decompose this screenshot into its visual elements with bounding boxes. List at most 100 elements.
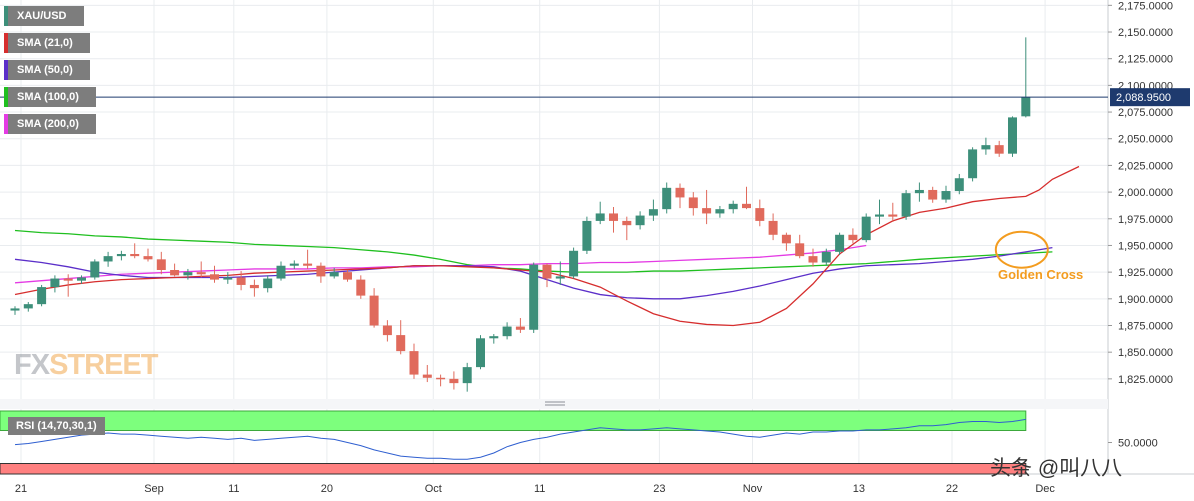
candle xyxy=(781,232,791,251)
candle xyxy=(595,201,605,225)
candle xyxy=(728,200,738,214)
y-tick-label: 1,975.0000 xyxy=(1118,214,1173,226)
y-tick-label: 1,875.0000 xyxy=(1118,320,1173,332)
candle xyxy=(688,192,698,216)
candle-body xyxy=(968,149,978,179)
fxstreet-watermark: FXSTREET xyxy=(14,349,158,382)
candle-body xyxy=(263,278,273,289)
legend-item[interactable]: SMA (21,0) xyxy=(4,33,90,53)
candle-body xyxy=(728,203,738,210)
candle-body xyxy=(675,187,685,198)
candle xyxy=(795,234,805,259)
candle-body xyxy=(875,214,884,217)
candle xyxy=(954,173,964,195)
candle xyxy=(715,205,725,218)
candle xyxy=(555,261,565,285)
candle xyxy=(502,322,512,340)
candle-body xyxy=(635,215,645,226)
candle-body xyxy=(702,208,712,214)
x-tick-label: 23 xyxy=(653,483,665,495)
candle xyxy=(861,213,871,243)
candle-body xyxy=(276,265,286,279)
candle-body xyxy=(648,209,658,216)
candle xyxy=(90,259,100,280)
candle-body xyxy=(143,256,153,260)
candle xyxy=(316,262,326,283)
legend-label: XAU/USD xyxy=(17,10,67,22)
candle xyxy=(183,268,193,280)
candle-body xyxy=(609,213,618,221)
candle-body xyxy=(382,325,392,336)
candle-body xyxy=(343,272,352,280)
x-tick-label: 20 xyxy=(321,483,333,495)
candle xyxy=(835,232,845,256)
y-tick-label: 2,000.0000 xyxy=(1118,187,1173,199)
candle xyxy=(329,267,339,279)
y-tick-label: 1,925.0000 xyxy=(1118,267,1173,279)
candle xyxy=(875,199,884,225)
candle-body xyxy=(808,256,818,263)
candle xyxy=(622,216,632,241)
legend-label: SMA (21,0) xyxy=(17,37,73,49)
plot-area xyxy=(0,0,1108,397)
y-tick-label: 2,025.0000 xyxy=(1118,160,1173,172)
candle-body xyxy=(928,189,938,200)
candle-body xyxy=(422,374,432,378)
legend-item[interactable]: SMA (200,0) xyxy=(4,114,96,134)
watermark-street: STREET xyxy=(49,349,158,381)
candle-body xyxy=(90,261,100,278)
legend-swatch xyxy=(4,6,8,26)
candle-body xyxy=(356,279,366,296)
legend-swatch xyxy=(4,114,8,134)
candle xyxy=(462,362,472,392)
candle xyxy=(303,249,313,269)
legend-item[interactable]: SMA (50,0) xyxy=(4,60,90,80)
candle-body xyxy=(555,276,565,279)
candle xyxy=(476,335,485,370)
candle-body xyxy=(37,287,47,305)
candle xyxy=(755,199,765,227)
candle-body xyxy=(1021,97,1031,117)
candle xyxy=(343,270,352,282)
candle-body xyxy=(688,197,698,209)
candle xyxy=(37,284,47,307)
candle xyxy=(276,261,286,281)
legend-item[interactable]: XAU/USD xyxy=(4,6,84,26)
candle xyxy=(994,140,1004,157)
price-tag: 2,088.9500 xyxy=(1116,92,1171,104)
candle-body xyxy=(888,214,898,217)
candle-body xyxy=(170,270,180,276)
candle xyxy=(130,243,140,259)
x-tick-label: Sep xyxy=(144,483,164,495)
candle xyxy=(941,185,951,203)
legend-item[interactable]: SMA (100,0) xyxy=(4,87,96,107)
legend-swatch xyxy=(4,33,8,53)
candle xyxy=(569,247,579,279)
candle xyxy=(396,320,406,355)
candle-body xyxy=(369,295,379,326)
candle-body xyxy=(569,250,579,277)
x-tick-label: 11 xyxy=(534,483,545,495)
candle xyxy=(888,202,898,222)
candle-body xyxy=(329,272,339,277)
candle-body xyxy=(515,326,525,330)
pane-separator xyxy=(0,399,1108,409)
candle-body xyxy=(941,191,951,200)
candle-body xyxy=(249,284,259,289)
candle xyxy=(1008,116,1017,157)
source-watermark: 头条 @叫八八 xyxy=(990,457,1123,480)
candle xyxy=(289,260,299,269)
candle-body xyxy=(755,208,765,221)
candle-body xyxy=(715,209,725,214)
x-tick-label: 22 xyxy=(946,483,958,495)
golden-cross-circle xyxy=(994,230,1049,269)
candle xyxy=(436,374,446,387)
candle-body xyxy=(1008,117,1017,154)
candle xyxy=(901,189,911,220)
x-tick-label: 11 xyxy=(228,483,239,495)
candle xyxy=(662,182,672,214)
candle xyxy=(515,318,525,333)
x-tick-label: Nov xyxy=(743,483,763,495)
candle xyxy=(914,182,924,202)
candle-body xyxy=(861,216,871,241)
